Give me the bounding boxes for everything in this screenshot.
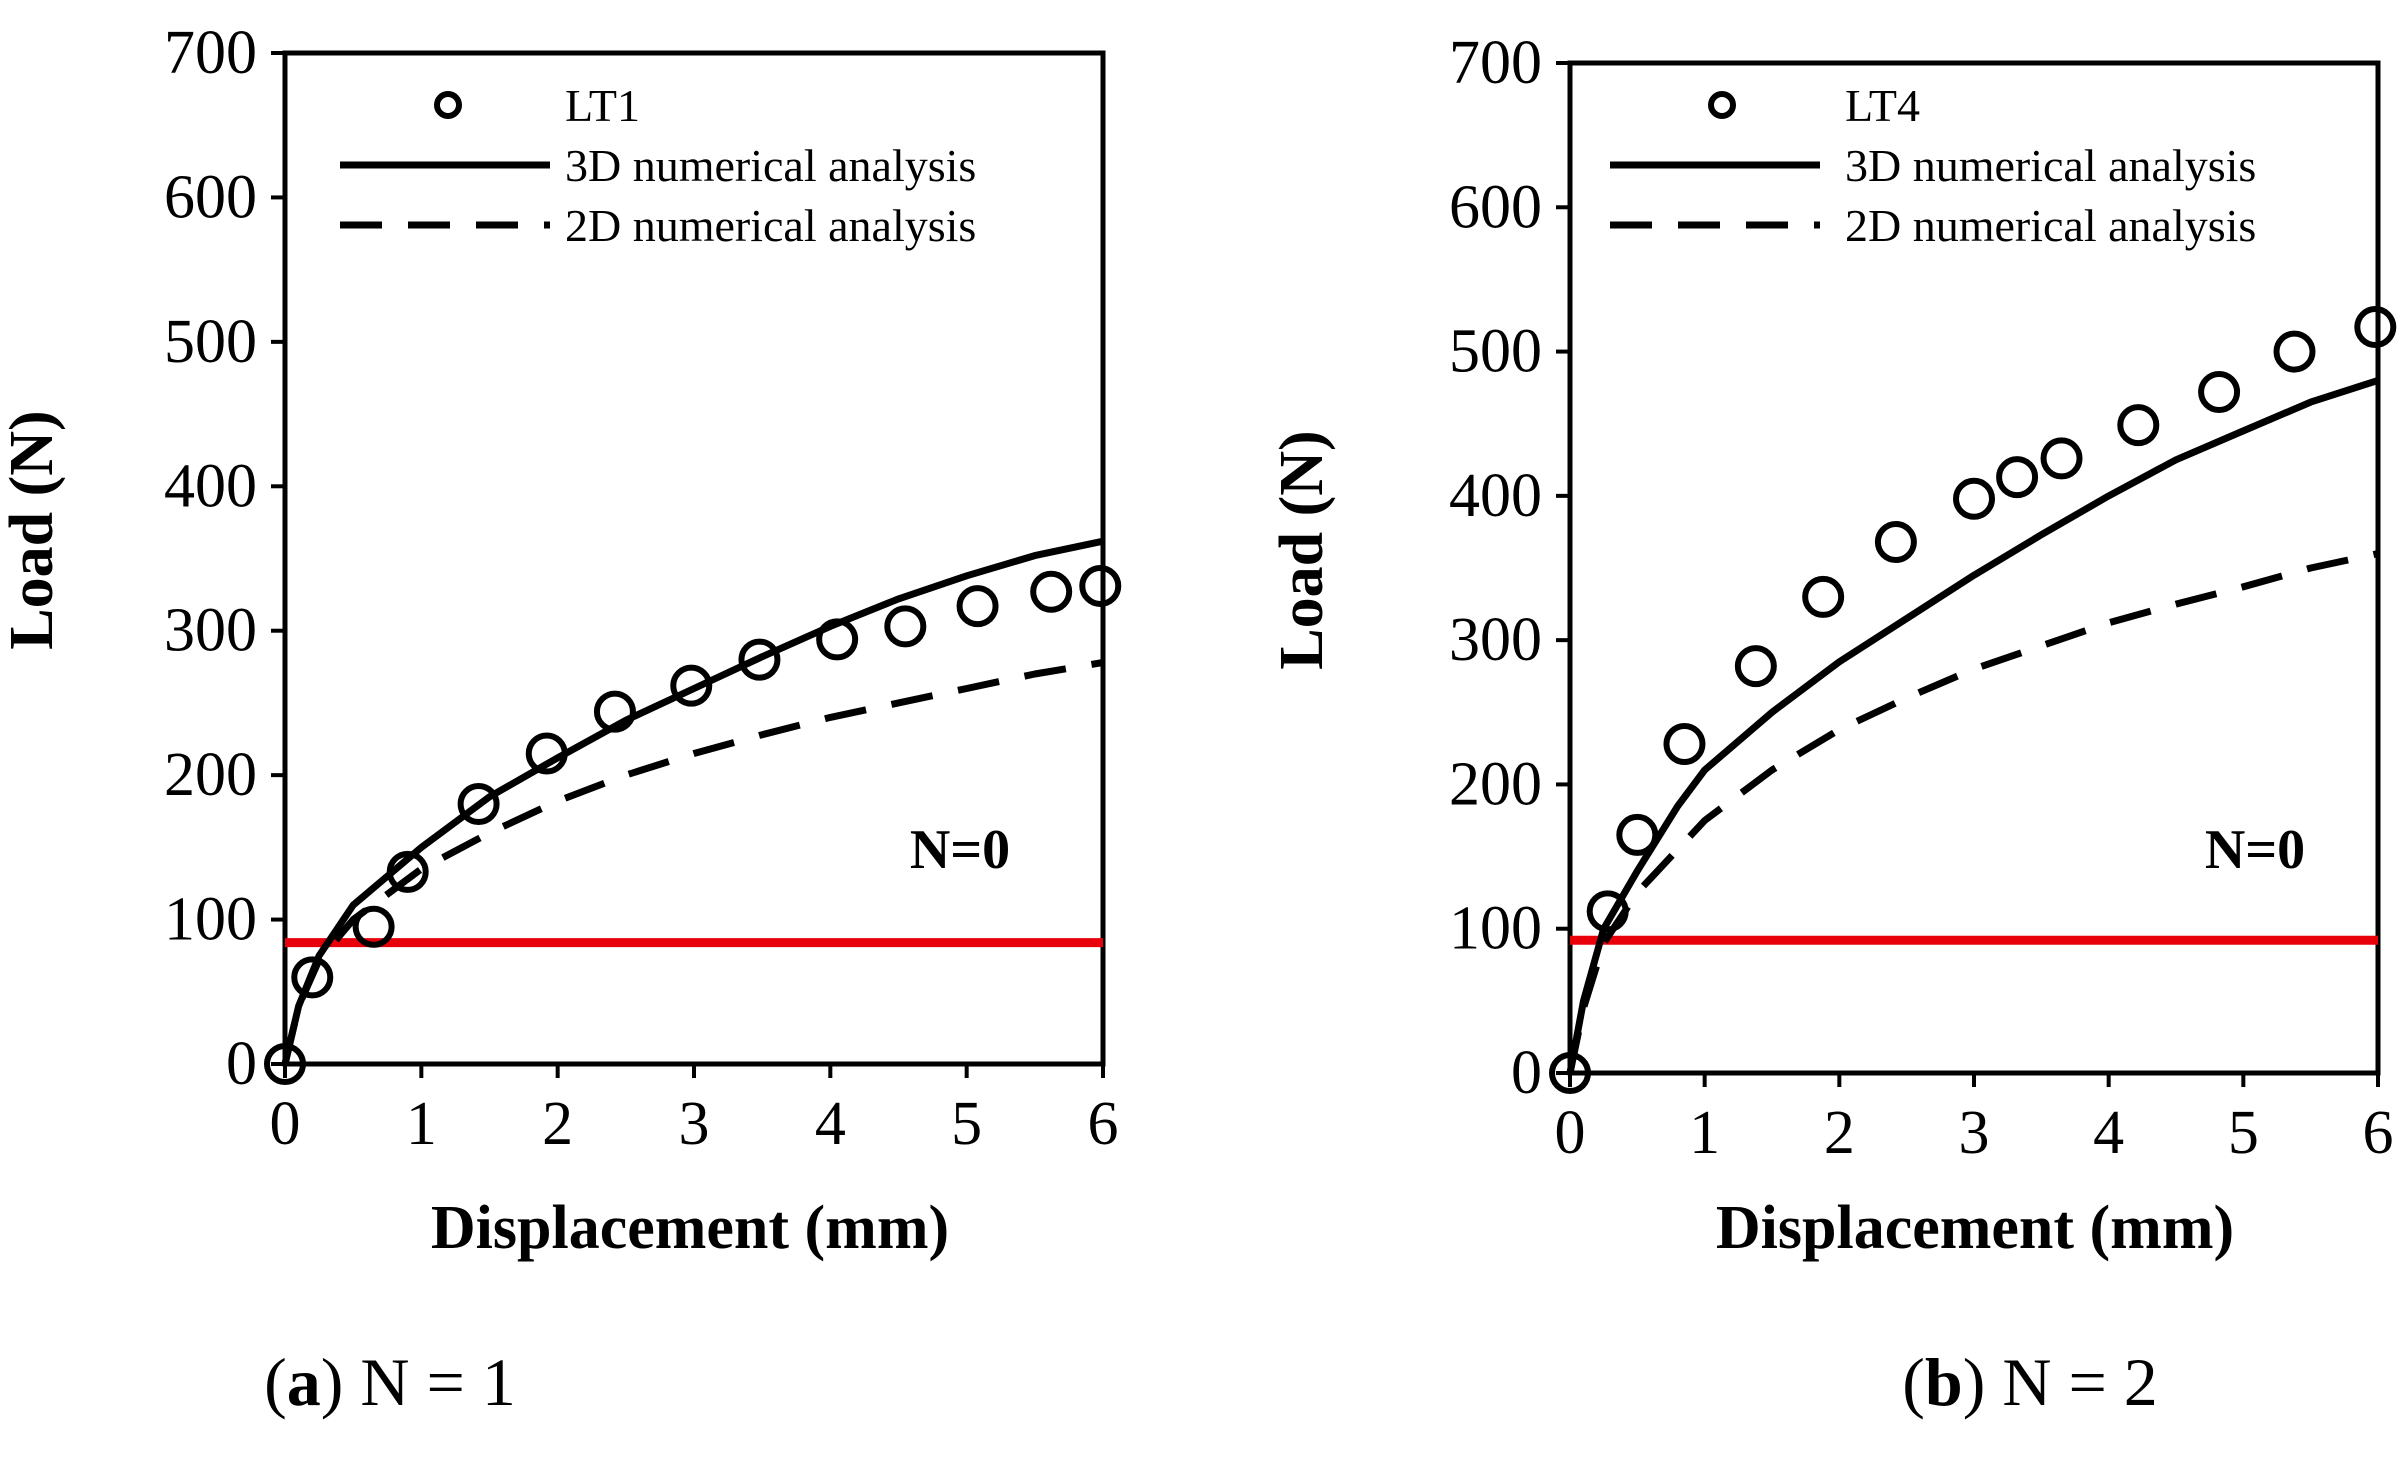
data-point-marker-b [1996, 456, 2039, 499]
legend-label-a: 2D numerical analysis [565, 200, 976, 251]
panel-caption-b: (b) N = 2 [1902, 1344, 2158, 1420]
series-solid-b [1566, 377, 2380, 1074]
y-tick-label-a: 500 [164, 308, 257, 376]
series-solid-a [281, 537, 1104, 1065]
data-point-marker-b [1874, 521, 1917, 564]
legend-label-a: LT1 [565, 80, 640, 131]
y-tick-label-a: 400 [164, 452, 257, 520]
y-tick-label-b: 600 [1449, 173, 1542, 241]
y-tick-label-a: 700 [164, 19, 257, 87]
y-axis-title-b: Load (N) [1268, 430, 1336, 669]
data-point-marker-a [457, 783, 500, 826]
data-point-marker-b [2198, 370, 2241, 413]
data-point-marker-a [264, 1043, 306, 1085]
data-point-marker-a [670, 664, 713, 707]
data-point-marker-a [1030, 570, 1073, 613]
x-axis-title-b: Displacement (mm) [1716, 1194, 2234, 1262]
data-point-marker-b [1734, 645, 1777, 688]
y-tick-label-b: 200 [1449, 750, 1542, 818]
x-tick-label-a: 1 [406, 1090, 437, 1158]
x-tick-label-b: 2 [1824, 1099, 1855, 1167]
data-point-marker-a [1079, 564, 1122, 607]
data-point-marker-a [291, 956, 334, 999]
x-tick-label-b: 6 [2363, 1099, 2394, 1167]
y-tick-label-b: 100 [1449, 895, 1542, 963]
y-tick-label-b: 300 [1449, 606, 1542, 674]
data-point-marker-b [2273, 330, 2316, 373]
data-point-marker-a [884, 605, 927, 648]
threshold-label-b: N=0 [2205, 819, 2305, 881]
data-point-marker-a [352, 905, 395, 948]
y-tick-label-b: 0 [1511, 1039, 1542, 1107]
x-axis-title-a: Displacement (mm) [431, 1194, 949, 1262]
x-tick-label-a: 6 [1088, 1090, 1119, 1158]
x-tick-label-a: 5 [951, 1090, 982, 1158]
y-tick-label-a: 200 [164, 741, 257, 809]
x-tick-label-a: 3 [679, 1090, 710, 1158]
data-point-marker-b [2040, 437, 2083, 480]
x-tick-label-a: 4 [815, 1090, 846, 1158]
data-point-marker-a [738, 638, 781, 681]
y-tick-label-b: 500 [1449, 318, 1542, 386]
panel-caption-a: (a) N = 1 [264, 1344, 516, 1420]
data-point-marker-b [2117, 404, 2160, 447]
data-point-marker-b [1802, 575, 1845, 618]
x-tick-label-b: 0 [1555, 1099, 1586, 1167]
x-tick-label-b: 3 [1959, 1099, 1990, 1167]
y-tick-label-b: 400 [1449, 462, 1542, 530]
x-tick-label-b: 4 [2093, 1099, 2124, 1167]
y-tick-label-a: 300 [164, 597, 257, 665]
y-tick-label-b: 700 [1449, 29, 1542, 97]
legend-label-b: 2D numerical analysis [1845, 200, 2256, 251]
y-tick-label-a: 100 [164, 886, 257, 954]
y-tick-label-a: 0 [226, 1030, 257, 1098]
x-tick-label-a: 2 [542, 1090, 573, 1158]
x-tick-label-b: 5 [2228, 1099, 2259, 1167]
data-point-marker-b [1953, 477, 1995, 520]
legend-marker-b [1708, 91, 1736, 119]
legend-label-b: 3D numerical analysis [1845, 140, 2256, 191]
y-axis-title-a: Load (N) [0, 410, 66, 649]
data-point-marker-b [1616, 813, 1659, 856]
x-tick-label-b: 1 [1689, 1099, 1720, 1167]
legend-label-b: LT4 [1845, 80, 1920, 131]
legend-marker-a [434, 91, 462, 119]
legend-label-a: 3D numerical analysis [565, 140, 976, 191]
x-tick-label-a: 0 [270, 1090, 301, 1158]
series-dashed-b [1566, 550, 2379, 1074]
threshold-label-a: N=0 [910, 819, 1010, 881]
data-point-marker-a [956, 585, 999, 628]
data-point-marker-b [1663, 723, 1706, 766]
y-tick-label-a: 600 [164, 163, 257, 231]
data-point-marker-b [2354, 306, 2397, 349]
